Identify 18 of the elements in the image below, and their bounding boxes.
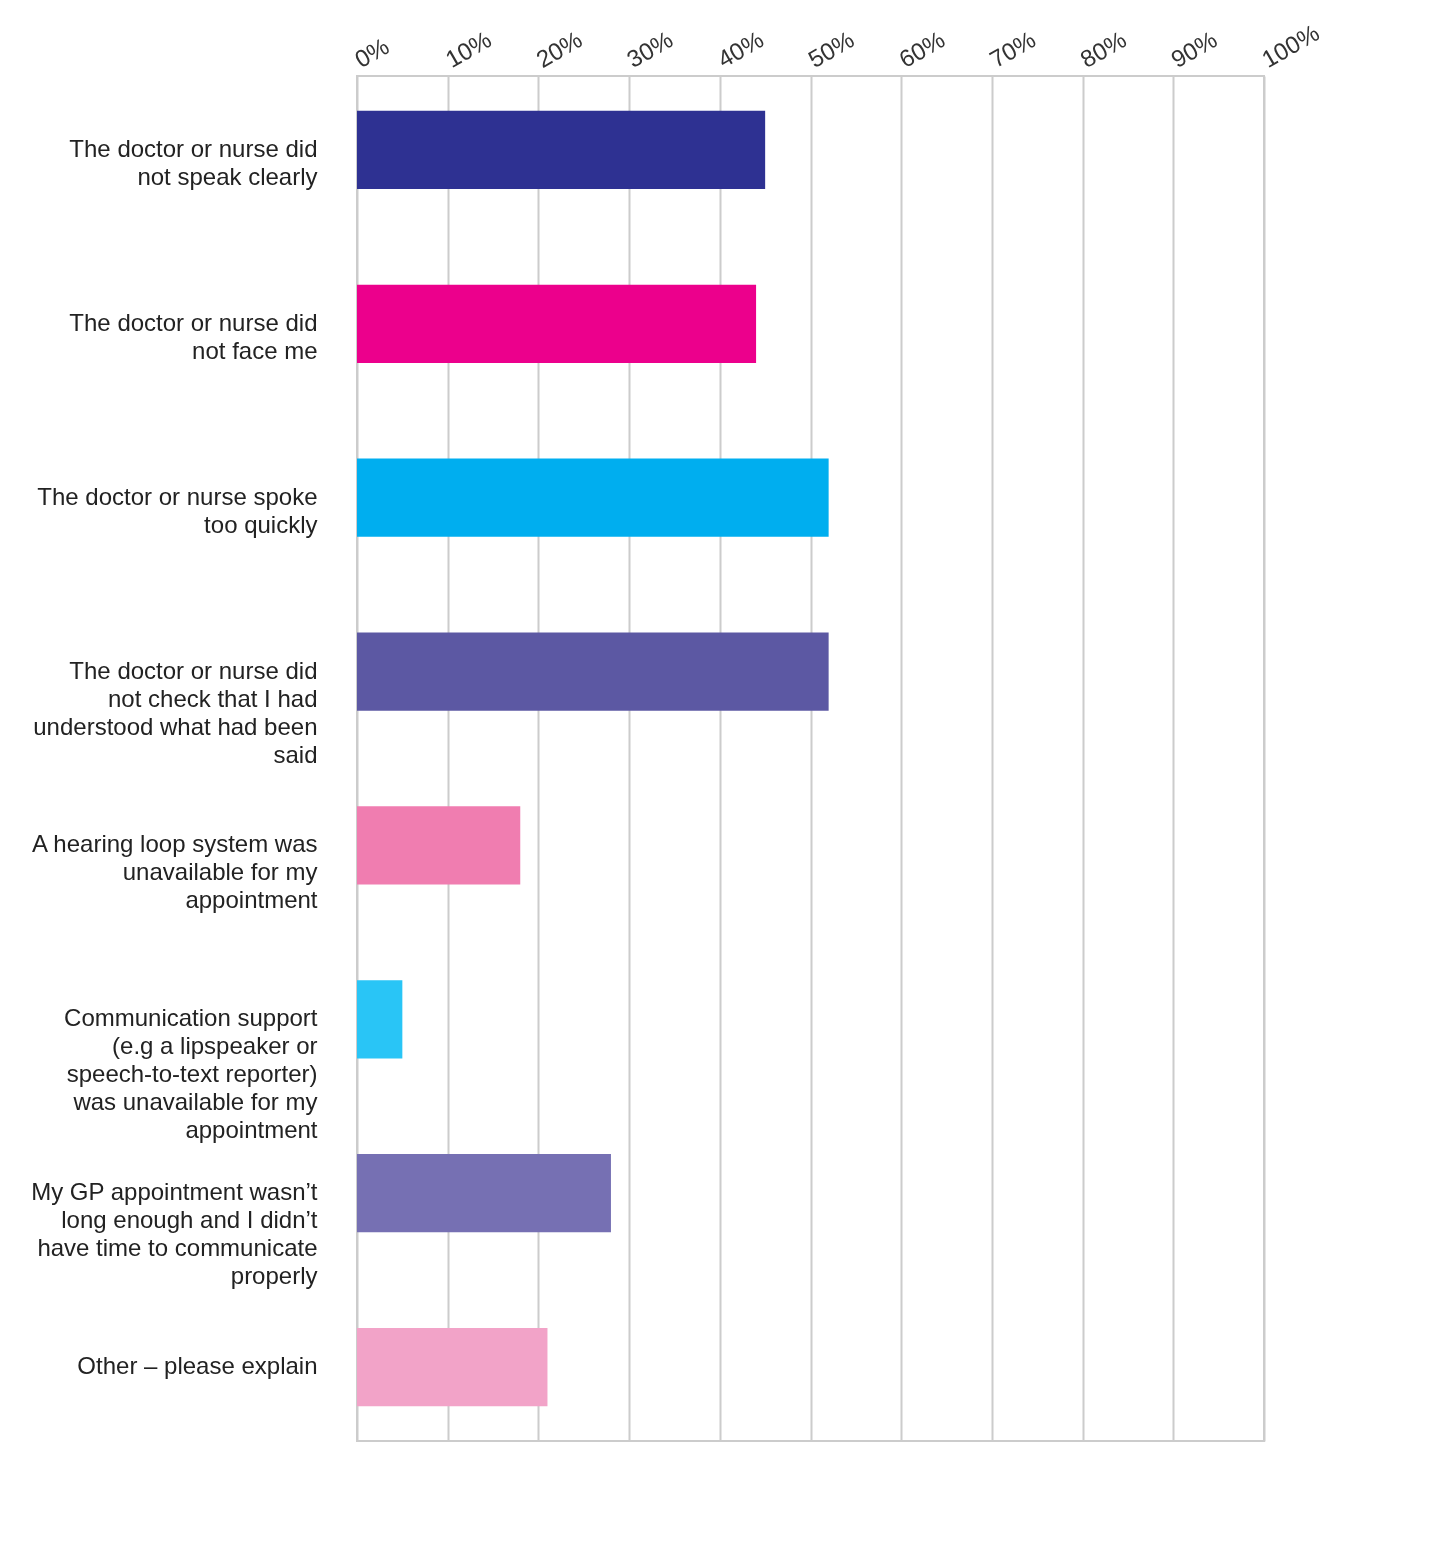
y-tick-label: The doctor or nurse did not check that I had understood what had been said [33, 656, 318, 768]
x-tick-label: 0% [350, 32, 394, 73]
x-tick-label: 80% [1075, 25, 1131, 73]
y-tick-label: Other – please explain [77, 1352, 318, 1380]
y-tick-label: My GP appointment wasn’t long enough and I didn’t have time to communicate properly [31, 1178, 318, 1290]
y-tick-label: The doctor or nurse spoke too quickly [37, 482, 318, 538]
y-tick-label: The doctor or nurse did not face me [69, 308, 318, 364]
x-tick-label: 90% [1166, 25, 1222, 73]
y-tick-label: Communication support (e.g a lipspeaker or speech-to-text reporter) was unavailable for my appointment [64, 1004, 318, 1144]
x-tick-label: 50% [803, 25, 859, 73]
x-tick-label: 40% [712, 25, 768, 73]
x-tick-label: 20% [531, 25, 587, 73]
x-tick-label: 30% [622, 25, 678, 73]
x-tick-label: 10% [440, 25, 496, 73]
y-tick-label: The doctor or nurse did not speak clearly [69, 134, 318, 190]
y-tick-label: A hearing loop system was unavailable for my appointment [32, 830, 318, 914]
x-tick-label: 70% [984, 25, 1041, 73]
x-tick-label: 60% [894, 25, 950, 73]
